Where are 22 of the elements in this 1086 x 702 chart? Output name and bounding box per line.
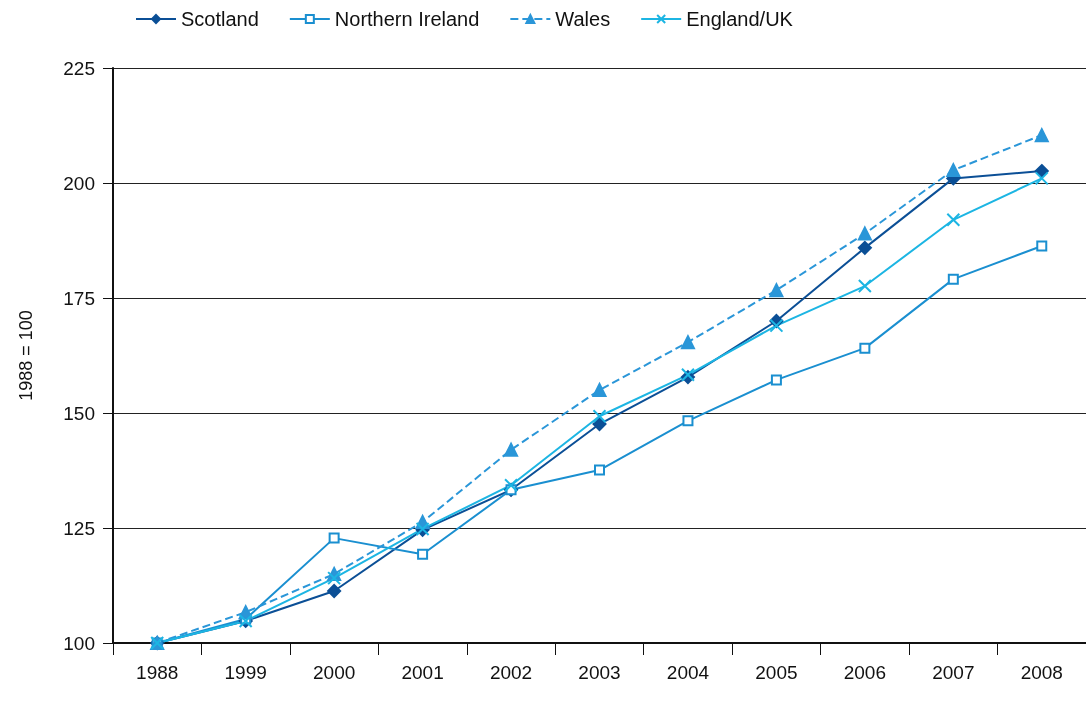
x-tick-label: 2008 <box>1020 662 1063 683</box>
x-tick-label: 1999 <box>224 662 267 683</box>
legend-label: Scotland <box>181 8 259 30</box>
x-tick-label: 2000 <box>313 662 356 683</box>
y-tick-label: 150 <box>63 402 95 424</box>
legend-label: England/UK <box>686 8 794 30</box>
y-tick-label: 100 <box>63 632 95 654</box>
y-tick-label: 200 <box>63 172 95 194</box>
y-tick-label: 175 <box>63 287 95 309</box>
y-axis-title: 1988 = 100 <box>16 310 36 401</box>
x-tick-label: 2002 <box>489 662 533 683</box>
legend-label: Northern Ireland <box>334 8 480 30</box>
x-tick-label: 1988 <box>136 662 179 683</box>
y-tick-label: 225 <box>63 57 95 79</box>
x-tick-label: 2007 <box>932 662 975 683</box>
x-tick-label: 2005 <box>755 662 798 683</box>
legend-label: Wales <box>555 8 611 30</box>
x-tick-label: 2004 <box>666 662 710 683</box>
x-tick-label: 2006 <box>843 662 886 683</box>
x-tick-label: 2001 <box>401 662 444 683</box>
x-tick-label: 2003 <box>578 662 621 683</box>
y-tick-label: 125 <box>63 517 95 539</box>
